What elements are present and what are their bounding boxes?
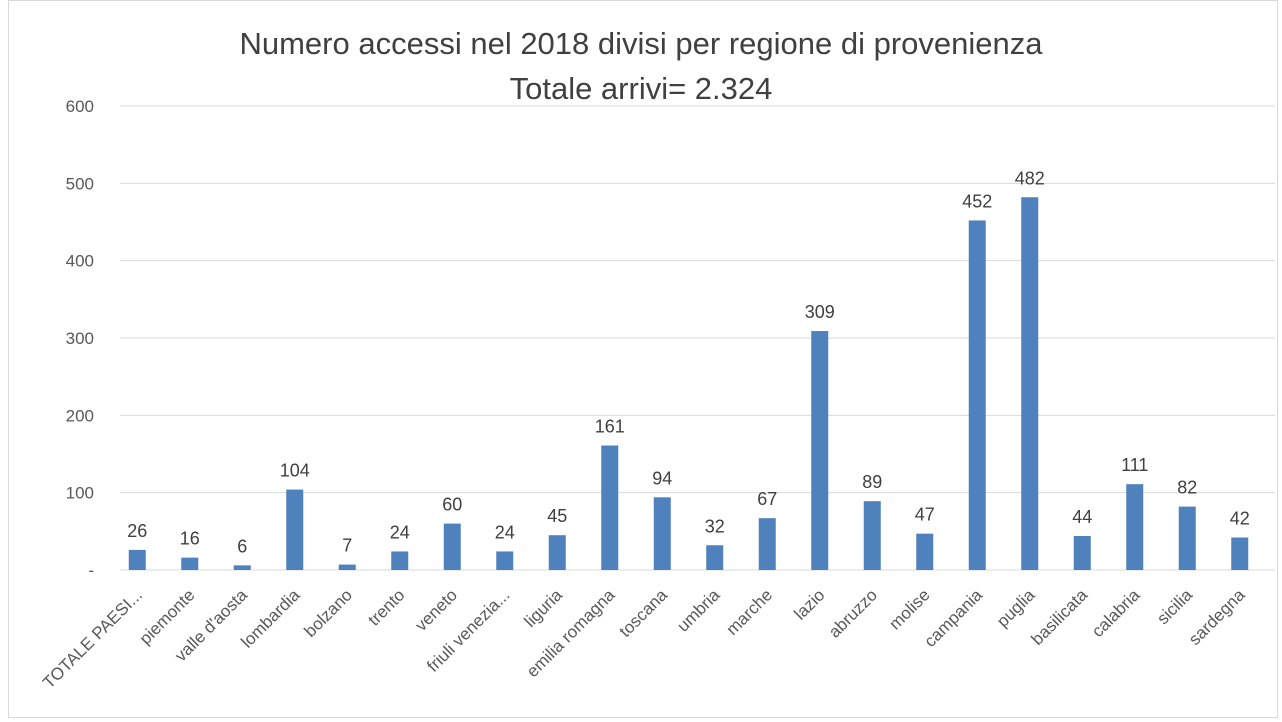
bar [181, 557, 199, 570]
y-tick-label: 400 [66, 252, 94, 271]
data-label: 6 [237, 536, 247, 556]
bar [128, 549, 146, 570]
data-label: 104 [280, 461, 310, 481]
x-tick-label: veneto [412, 585, 462, 635]
x-tick-label: campania [921, 585, 987, 651]
bar [496, 551, 514, 570]
bar [811, 331, 829, 570]
data-label: 42 [1230, 509, 1250, 529]
y-tick-label: 600 [66, 97, 94, 116]
bar [391, 551, 409, 570]
x-tick-label: abruzzo [825, 585, 881, 641]
x-tick-label: umbria [673, 585, 724, 636]
bar [338, 564, 356, 570]
bar [916, 533, 934, 570]
x-tick-label: bolzano [301, 585, 357, 641]
x-tick-label: trento [364, 585, 408, 629]
bar [1126, 484, 1144, 570]
data-label: 82 [1177, 478, 1197, 498]
y-axis: - 100 200 300 400 500 600 [66, 97, 94, 580]
bars [128, 197, 1249, 570]
bar [548, 535, 566, 570]
data-label: 111 [1121, 455, 1148, 475]
bar [233, 565, 251, 570]
x-tick-label: sardegna [1185, 585, 1249, 649]
bar [706, 545, 724, 570]
bar [1231, 537, 1249, 570]
bar [863, 501, 881, 570]
data-label: 47 [915, 505, 935, 525]
data-label: 60 [442, 495, 462, 515]
x-tick-label: liguria [521, 585, 567, 631]
data-label: 482 [1015, 168, 1045, 188]
bar [443, 523, 461, 570]
data-label: 24 [390, 522, 410, 542]
x-tick-label: marche [723, 585, 777, 639]
y-tick-label: 300 [66, 329, 94, 348]
y-tick-label: 500 [66, 174, 94, 193]
data-label: 44 [1072, 507, 1092, 527]
x-tick-label: molise [885, 585, 933, 633]
y-tick-label: - [88, 561, 94, 580]
bar [968, 220, 986, 570]
x-tick-label: puglia [993, 585, 1039, 631]
bar [1021, 197, 1039, 570]
x-tick-label: toscana [616, 585, 672, 641]
bar [601, 445, 619, 570]
data-label: 161 [595, 416, 625, 436]
data-label: 26 [127, 521, 147, 541]
x-tick-label: lombardia [237, 585, 304, 652]
chart-frame [8, 0, 1278, 718]
data-label: 32 [705, 516, 725, 536]
y-tick-label: 200 [66, 406, 94, 425]
data-label: 45 [547, 506, 567, 526]
data-label: 89 [862, 472, 882, 492]
chart-subtitle: Totale arrivi= 2.324 [509, 71, 773, 106]
data-label: 309 [805, 302, 835, 322]
data-label: 24 [495, 522, 515, 542]
x-tick-label: sicilia [1153, 585, 1196, 628]
y-tick-label: 100 [66, 484, 94, 503]
data-labels: 26 16 6 104 7 24 60 24 45 161 94 32 67 309 89 47 452 482 4… [127, 168, 1250, 556]
bar [653, 497, 671, 570]
bar [758, 518, 776, 570]
x-tick-label: basilicata [1028, 585, 1092, 649]
data-label: 7 [342, 536, 352, 556]
x-tick-label: lazio [790, 585, 828, 623]
data-label: 16 [180, 529, 200, 549]
data-label: 67 [757, 489, 777, 509]
x-tick-label: calabria [1088, 585, 1144, 641]
chart-title: Numero accessi nel 2018 divisi per regio… [239, 26, 1043, 61]
bar [286, 489, 304, 570]
data-label: 452 [962, 191, 992, 211]
bar [1178, 506, 1196, 570]
bar [1073, 535, 1091, 570]
x-tick-label: TOTALE PAESI... [39, 585, 146, 692]
data-label: 94 [652, 468, 672, 488]
